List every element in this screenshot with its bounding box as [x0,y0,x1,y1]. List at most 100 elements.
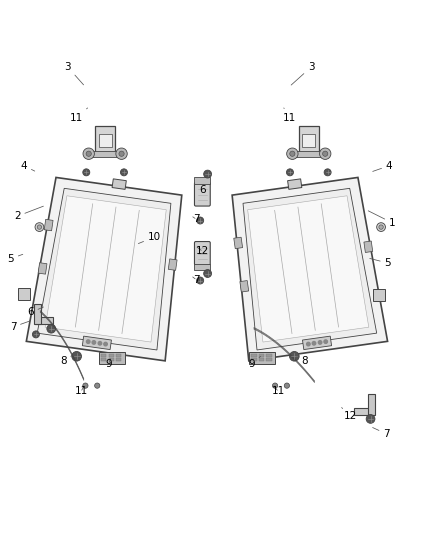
Circle shape [92,341,95,344]
Bar [266,358,272,361]
Polygon shape [232,177,388,361]
Bar [99,134,112,147]
Text: 6: 6 [195,184,206,195]
Circle shape [83,169,90,176]
Circle shape [366,415,375,423]
Circle shape [286,169,293,176]
Bar [109,358,114,361]
Text: 7: 7 [373,427,390,439]
Polygon shape [44,220,53,231]
Circle shape [324,169,331,176]
Circle shape [377,223,385,231]
Polygon shape [240,280,249,292]
Circle shape [272,383,278,388]
Circle shape [72,351,81,361]
Circle shape [37,225,42,229]
Circle shape [197,217,204,224]
Text: 9: 9 [105,359,112,369]
FancyBboxPatch shape [99,352,125,364]
Circle shape [104,342,107,346]
Text: 3: 3 [291,62,314,85]
Bar [266,354,272,357]
Circle shape [204,170,212,178]
Polygon shape [168,259,177,270]
Bar [251,354,257,357]
Circle shape [86,340,90,343]
Circle shape [98,342,102,345]
Text: 4: 4 [373,161,392,172]
Bar [101,354,106,357]
Polygon shape [364,241,373,253]
Bar [259,354,264,357]
FancyBboxPatch shape [249,352,275,364]
Polygon shape [112,179,126,189]
Text: 7: 7 [10,321,30,332]
Bar [91,151,119,157]
Polygon shape [35,317,53,324]
Polygon shape [243,188,377,350]
Polygon shape [354,408,371,415]
Circle shape [83,148,94,159]
Circle shape [116,148,127,159]
Circle shape [120,169,127,176]
Polygon shape [26,177,182,361]
Text: 7: 7 [193,214,200,224]
FancyBboxPatch shape [194,241,210,265]
Circle shape [35,223,44,231]
Polygon shape [234,237,243,248]
Circle shape [290,151,295,156]
FancyBboxPatch shape [95,126,115,151]
Circle shape [32,331,39,338]
Polygon shape [37,188,171,350]
Bar [116,358,121,361]
Text: 5: 5 [370,258,391,268]
Text: 6: 6 [27,307,43,318]
Polygon shape [82,336,111,350]
Circle shape [290,351,299,361]
Circle shape [379,225,383,229]
Text: 11: 11 [283,108,296,123]
Circle shape [204,270,212,278]
Bar [194,177,210,184]
Bar [259,358,264,361]
Text: 5: 5 [7,254,23,264]
Text: 11: 11 [74,386,88,397]
Text: 12: 12 [196,246,209,256]
Circle shape [86,151,91,156]
Circle shape [47,324,56,333]
Circle shape [284,383,290,388]
Text: 7: 7 [193,274,200,285]
Text: 9: 9 [248,356,261,369]
Bar [373,289,385,301]
Text: 11: 11 [70,108,88,123]
Text: 2: 2 [14,206,43,221]
Text: 4: 4 [21,161,35,171]
Text: 10: 10 [138,232,161,244]
Bar [251,358,257,361]
Bar [116,354,121,357]
Bar [294,151,323,157]
Text: 11: 11 [272,386,285,397]
Polygon shape [38,263,47,274]
Circle shape [83,383,88,388]
Text: 12: 12 [342,408,357,421]
FancyBboxPatch shape [299,126,319,151]
Circle shape [95,383,100,388]
Circle shape [119,151,124,156]
Bar [101,358,106,361]
Text: 8: 8 [60,356,72,366]
Circle shape [318,341,322,344]
Circle shape [322,151,328,156]
Polygon shape [247,196,369,342]
Polygon shape [34,304,41,324]
Polygon shape [288,179,302,189]
Text: 3: 3 [64,62,84,85]
Circle shape [324,340,328,343]
FancyBboxPatch shape [194,182,210,206]
Circle shape [319,148,331,159]
Circle shape [307,342,310,346]
Bar [109,354,114,357]
Bar [194,264,210,270]
Circle shape [312,342,316,345]
Text: 1: 1 [368,211,396,228]
